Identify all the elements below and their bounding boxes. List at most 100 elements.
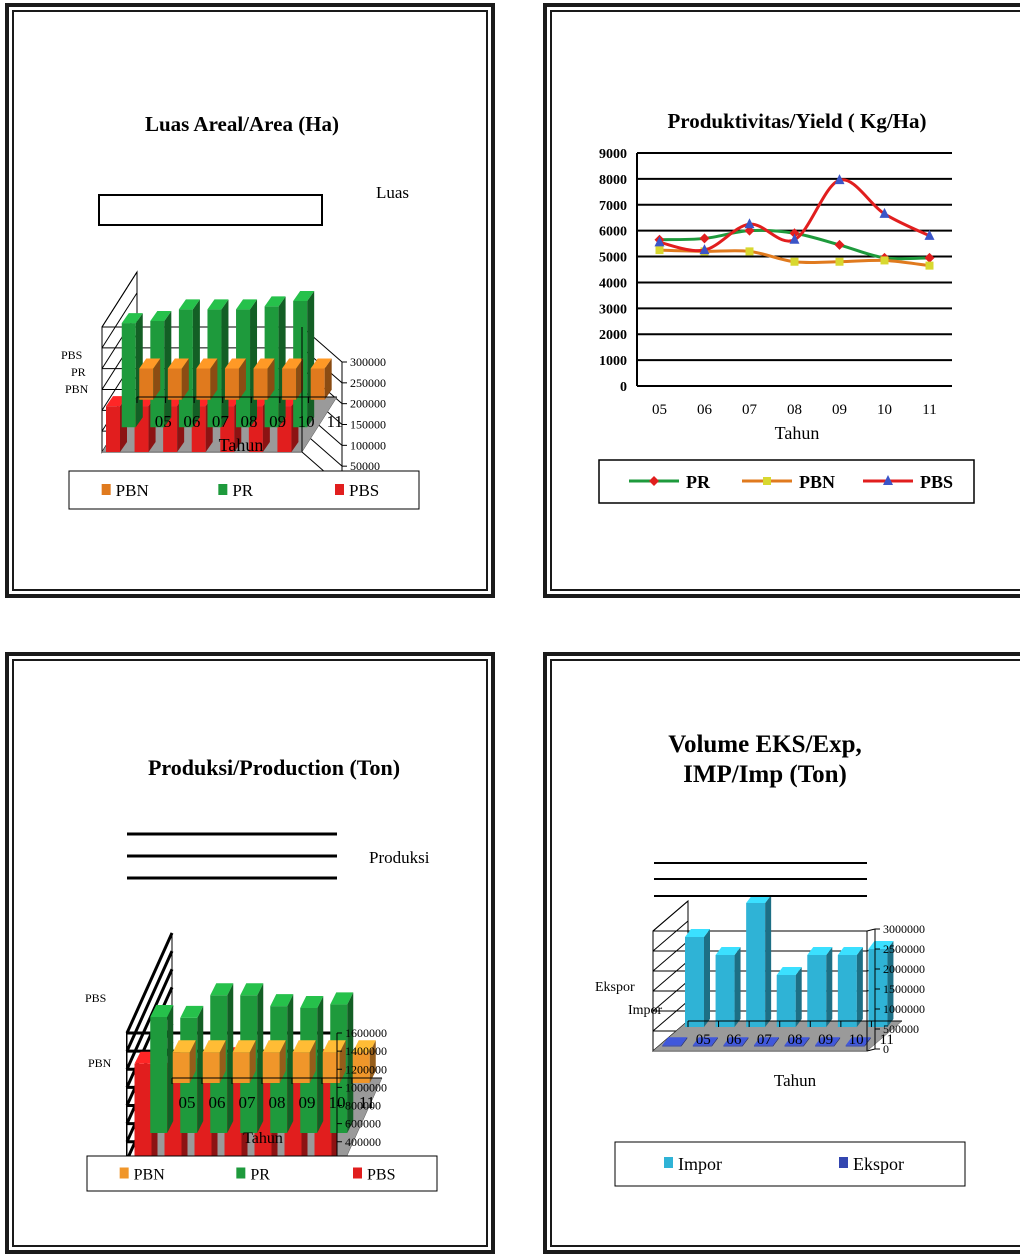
y-tick-label: 2000000	[883, 962, 925, 976]
trade-chart-panel: Volume EKS/Exp, IMP/Imp (Ton) 0 500000 10000…	[543, 652, 1020, 1254]
bar-Impor-10	[837, 947, 863, 1027]
gridline	[866, 928, 876, 932]
legend-label: PBN	[799, 472, 835, 492]
bar-PBN-06	[167, 358, 189, 400]
point-PBN-11	[925, 261, 934, 270]
point-PBS-10	[879, 207, 890, 218]
chart-title: Produktivitas/Yield ( Kg/Ha)	[667, 109, 926, 133]
z-axis-label: Produksi	[369, 848, 430, 867]
point-PBS-09	[834, 174, 845, 185]
y-tick-label: 6000	[599, 225, 627, 240]
y-tick-label: 4000	[599, 276, 627, 291]
x-tick-label: 10	[849, 1032, 864, 1048]
x-axis-label: Tahun	[243, 1130, 283, 1147]
legend-marker-PR	[649, 476, 659, 486]
x-tick-label: 05	[696, 1032, 711, 1048]
legend-label: PBS	[920, 472, 953, 492]
depth-label: Impor	[628, 1003, 663, 1018]
bar-Ekspor-09	[784, 1037, 810, 1047]
y-tick-label: 200000	[350, 397, 386, 411]
bar-Impor-09	[807, 947, 833, 1027]
x-tick-label: 06	[209, 1093, 226, 1112]
x-tick-label: 08	[269, 1093, 286, 1112]
point-PBS-06	[699, 244, 710, 255]
y-tick-label: 0	[620, 380, 627, 395]
legend-marker-PBS	[883, 475, 893, 485]
bar-PBN-09	[253, 358, 275, 400]
depth-label: PBS	[85, 991, 106, 1005]
x-tick-label: 05	[155, 412, 172, 431]
x-tick-label: 08	[241, 412, 258, 431]
area-chart: Luas Areal/Area (Ha)Luas0500001000001500…	[61, 112, 420, 510]
bar-PBN-05	[172, 1040, 196, 1083]
x-tick-label: 07	[239, 1093, 257, 1112]
gridline	[652, 980, 689, 1012]
x-tick-label: 10	[877, 402, 892, 418]
x-tick-label: 11	[879, 1032, 893, 1048]
bar-PBN-05	[139, 358, 161, 400]
x-tick-label: 05	[179, 1093, 196, 1112]
legend-marker-PBN	[763, 477, 771, 485]
x-tick-label: 08	[787, 402, 802, 418]
y-tick-label: 150000	[350, 418, 386, 432]
x-tick-label: 11	[922, 402, 936, 418]
x-tick-label: 06	[183, 412, 200, 431]
y-tick-label: 2000	[599, 328, 627, 343]
y-tick-label: 1400000	[345, 1044, 387, 1058]
gridline	[125, 932, 174, 1034]
bar-PBN-09	[292, 1040, 316, 1083]
legend-label: PBN	[116, 481, 149, 500]
legend-swatch-PBS	[353, 1167, 362, 1179]
bar-PBN-11	[352, 1040, 376, 1083]
bar-Ekspor-05	[662, 1037, 688, 1047]
x-tick-label: 11	[359, 1093, 375, 1112]
bar-Ekspor-11	[845, 1037, 871, 1047]
y-tick-label: 8000	[599, 173, 627, 188]
legend-label: Impor	[678, 1154, 722, 1174]
point-PBS-05	[654, 236, 665, 247]
y-tick-label: 3000	[599, 302, 627, 317]
x-tick-label: 07	[212, 412, 230, 431]
y-tick-label: 1000000	[345, 1080, 387, 1094]
y-tick-label: 300000	[350, 355, 386, 369]
legend-box	[68, 470, 420, 510]
depth-label: PR	[71, 365, 86, 379]
bar-PBN-10	[322, 1040, 346, 1083]
legend-label: Ekspor	[853, 1154, 904, 1174]
x-axis-label: Tahun	[775, 423, 820, 443]
legend-swatch-PR	[236, 1167, 246, 1179]
legend-swatch-Impor	[664, 1157, 673, 1168]
chart-title: Volume EKS/Exp,	[668, 731, 862, 758]
x-tick-label: 10	[298, 412, 315, 431]
bar-PBN-06	[202, 1040, 226, 1083]
y-tick-label: 1000000	[883, 1002, 925, 1016]
x-tick-label: 06	[697, 402, 713, 418]
production-chart-panel: Produksi/Production (Ton)Produksi0200000…	[5, 652, 495, 1254]
x-tick-label: 09	[832, 402, 847, 418]
gridline	[866, 1048, 876, 1052]
y-tick-label: 400000	[345, 1135, 381, 1149]
x-tick-label: 05	[652, 402, 667, 418]
bar-Impor-05	[685, 929, 710, 1027]
wall-frame	[98, 194, 323, 226]
legend-label: PBN	[134, 1167, 166, 1184]
bar-PBN-10	[282, 358, 304, 400]
point-PR-08	[789, 228, 800, 239]
x-axis-label: Tahun	[774, 1071, 817, 1090]
y-tick-label: 1600000	[345, 1026, 387, 1040]
area-chart-panel: Luas Areal/Area (Ha)Luas0500001000001500…	[5, 3, 495, 598]
legend-swatch-PBS	[335, 484, 344, 495]
bar-Ekspor-10	[815, 1037, 841, 1047]
point-PBN-09	[835, 257, 844, 266]
gridline	[652, 940, 689, 972]
bar-PBN-08	[262, 1040, 286, 1083]
bar-Impor-07	[746, 895, 772, 1027]
bar-PBN-08	[224, 358, 246, 400]
point-PBS-11	[924, 229, 935, 240]
legend-label: PR	[232, 481, 253, 500]
x-tick-label: 10	[329, 1093, 346, 1112]
point-PBN-07	[745, 247, 754, 256]
gridline	[652, 1000, 689, 1032]
gridline	[652, 900, 689, 932]
gridline	[652, 960, 689, 992]
